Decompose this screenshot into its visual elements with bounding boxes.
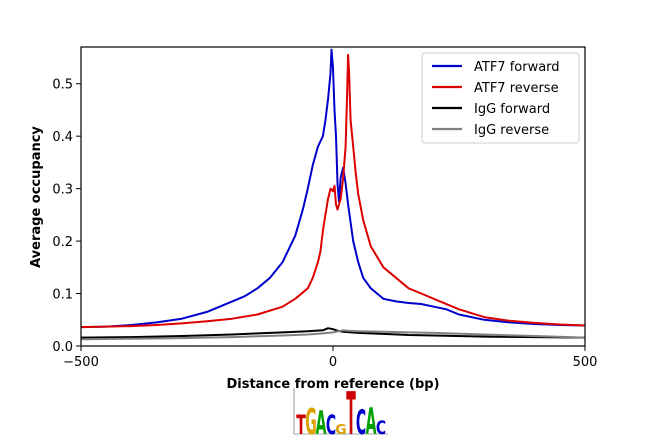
motif-letter: G	[335, 423, 346, 437]
y-tick-label: 0.1	[52, 288, 73, 303]
y-axis: 0.0 0.1 0.2 0.3 0.4 0.5	[52, 78, 81, 355]
motif-letter: T	[346, 380, 356, 441]
y-axis-label: Average occupancy	[29, 126, 44, 268]
legend-label: ATF7 reverse	[474, 81, 559, 96]
x-tick-label: 500	[573, 355, 598, 370]
legend-label: IgG forward	[474, 102, 550, 117]
x-tick-label: 0	[329, 355, 337, 370]
y-tick-label: 0.3	[52, 183, 73, 198]
series-line-0	[80, 48, 586, 329]
x-tick-label: −500	[63, 355, 99, 370]
x-axis: −500 0 500	[63, 346, 597, 370]
motif-letter: A	[366, 401, 377, 441]
legend: ATF7 forward ATF7 reverse IgG forward IgG r…	[421, 52, 580, 144]
y-tick-label: 0.0	[52, 340, 73, 355]
y-tick-label: 0.4	[52, 130, 73, 145]
motif-letter: C	[326, 409, 336, 440]
series-line-1	[80, 53, 586, 329]
motif-letter: C	[356, 404, 366, 441]
motif-letter: A	[316, 404, 327, 441]
series-line-3	[80, 329, 586, 341]
legend-box	[421, 52, 580, 144]
legend-label: IgG reverse	[474, 123, 549, 138]
motif-letter: G	[305, 402, 316, 441]
motif-letter: T	[296, 409, 306, 440]
motif-logo: T GA C G T C A C	[293, 380, 388, 441]
motif-letter: C	[376, 417, 386, 439]
x-axis-label: Distance from reference (bp)	[226, 377, 439, 392]
plot-lines	[80, 48, 586, 341]
y-tick-label: 0.5	[52, 78, 73, 93]
y-tick-label: 0.2	[52, 235, 73, 250]
series-line-2	[80, 327, 586, 339]
legend-label: ATF7 forward	[474, 60, 560, 75]
